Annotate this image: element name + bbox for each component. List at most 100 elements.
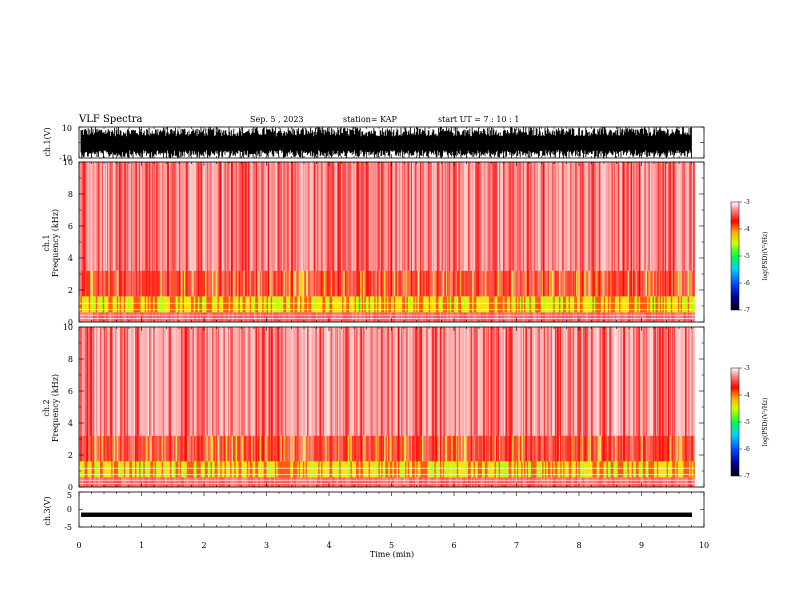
spectrogram-cell (242, 312, 245, 322)
spectrogram-cell (217, 435, 220, 462)
spectrogram-cell (675, 327, 677, 436)
spectrogram-streak (196, 327, 199, 462)
spectrogram-cell (237, 461, 239, 478)
spectrogram-cell (614, 312, 617, 322)
spectrogram-cell (641, 296, 644, 313)
spectrogram-cell (277, 296, 280, 313)
spectrogram-cell (442, 477, 445, 487)
spectrogram-cell (358, 296, 361, 313)
spectrogram-cell (325, 296, 327, 313)
spectrogram-cell (528, 435, 530, 462)
spectrogram-cell (628, 461, 631, 478)
spectrogram-cell (211, 461, 214, 478)
spectrogram-cell (623, 477, 625, 487)
spectrogram-streak (180, 327, 182, 462)
spectrogram-cell (627, 435, 630, 462)
spectrogram-cell (680, 312, 683, 322)
spectrogram-cell (635, 296, 638, 313)
spectrogram-cell (315, 312, 318, 322)
spectrogram-cell (467, 296, 470, 313)
spectrogram-cell (644, 435, 646, 462)
spectrogram-cell (347, 162, 350, 271)
spectrogram-cell (284, 477, 287, 487)
spectrogram-streak (348, 162, 350, 297)
spectrogram-cell (456, 296, 459, 313)
spectrogram-cell (223, 296, 225, 313)
spectrogram-cell (118, 312, 120, 322)
spectrogram-cell (172, 435, 175, 462)
spectrogram-cell (356, 461, 358, 478)
spectrogram-cell (388, 461, 390, 478)
spectrogram-cell (230, 312, 232, 322)
spectrogram-cell (140, 296, 143, 313)
spectrogram-cell (279, 296, 281, 313)
spectrogram-cell (449, 162, 452, 271)
spectrogram-streak (642, 327, 645, 462)
spectrogram-cell (495, 162, 498, 271)
spectrogram-cell (658, 477, 660, 487)
spectrogram-streak (137, 327, 139, 462)
spectrogram-streak (157, 162, 159, 297)
spectrogram-cell (188, 327, 190, 436)
spectrogram-streak (583, 327, 586, 462)
spectrogram-cell (522, 296, 525, 313)
spectrogram-cell (637, 296, 639, 313)
spectrogram-cell (400, 461, 403, 478)
spectrogram-cell (687, 327, 690, 436)
spectrogram-cell (638, 477, 641, 487)
spectrogram-cell (272, 296, 274, 313)
spectrogram-cell (677, 477, 680, 487)
spectrogram-cell (279, 327, 281, 436)
spectrogram-cell (174, 461, 176, 478)
spectrogram-cell (452, 312, 455, 322)
spectrogram-cell (529, 162, 532, 271)
time-tick-label: 4 (326, 541, 331, 550)
spectrogram-cell (265, 296, 267, 313)
spectrogram-cell (122, 461, 124, 478)
spectrogram-streak (365, 162, 368, 297)
spectrogram-streak (135, 327, 137, 462)
spectrogram-cell (206, 477, 208, 487)
spectrogram-cell (602, 270, 604, 297)
spectrogram-cell (661, 327, 663, 436)
spectrogram-cell (374, 296, 376, 313)
spectrogram-cell (593, 461, 596, 478)
spectrogram-cell (259, 296, 262, 313)
spectrogram-cell (323, 435, 326, 462)
spectrogram-cell (141, 162, 144, 271)
spectrogram-cell (654, 461, 656, 478)
spectrogram-cell (523, 327, 526, 436)
frequency-tick-label: 6 (68, 222, 73, 231)
spectrogram-cell (293, 312, 295, 322)
spectrogram-cell (494, 477, 497, 487)
spectrogram-cell (298, 477, 301, 487)
spectrogram-cell (307, 435, 309, 462)
spectrogram-cell (330, 162, 333, 271)
spectrogram-cell (514, 312, 516, 322)
spectrogram-cell (214, 270, 217, 297)
spectrogram-cell (588, 327, 590, 436)
spectrogram-cell (196, 435, 199, 462)
spectrogram-cell (403, 162, 406, 271)
spectrogram-streak (407, 162, 409, 297)
spectrogram-streak (218, 162, 220, 297)
spectrogram-cell (188, 435, 190, 462)
spectrogram-cell (480, 162, 483, 271)
spectrogram-cell (523, 461, 526, 478)
spectrogram-cell (342, 435, 344, 462)
spectrogram-cell (398, 461, 400, 478)
spectrogram-cell (337, 327, 340, 436)
spectrogram-cell (231, 296, 234, 313)
spectrogram-cell (530, 461, 533, 478)
spectrogram-streak (399, 162, 401, 297)
spectrogram-cell (430, 477, 432, 487)
spectrogram-cell (550, 312, 553, 322)
spectrogram-cell (290, 312, 292, 322)
spectrogram-cell (204, 477, 207, 487)
spectrogram-cell (459, 327, 462, 436)
spectrogram-cell (363, 477, 365, 487)
spectrogram-cell (431, 270, 434, 297)
spectrogram-cell (350, 312, 353, 322)
time-tick-label: 3 (264, 541, 269, 550)
spectrogram-cell (347, 477, 350, 487)
